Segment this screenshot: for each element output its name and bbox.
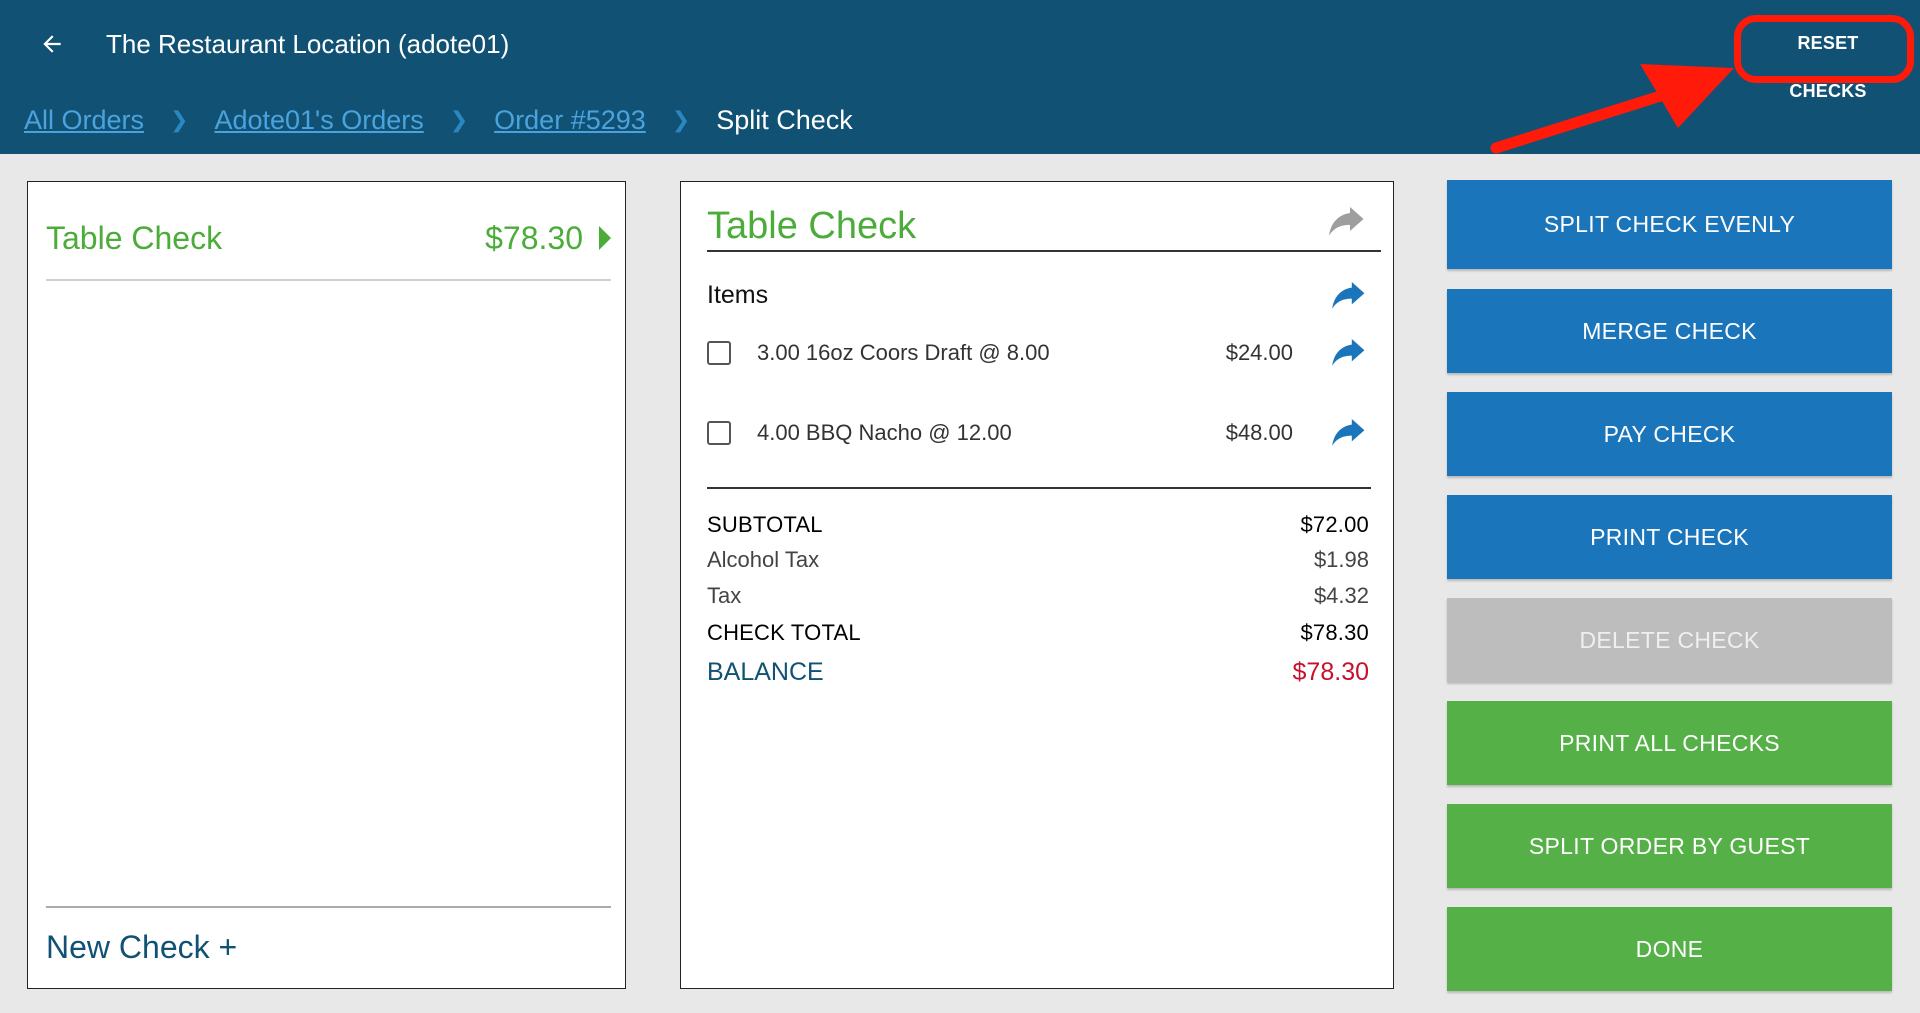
item-price: $48.00 <box>1225 420 1293 445</box>
check-total-value: $78.30 <box>1300 620 1369 645</box>
subtotal-value: $72.00 <box>1300 512 1369 537</box>
print-all-checks-button[interactable]: PRINT ALL CHECKS <box>1447 701 1892 785</box>
subtotal-row: SUBTOTAL $72.00 <box>707 509 1369 541</box>
share-arrow-icon <box>1329 207 1364 236</box>
divider <box>707 250 1381 252</box>
tax-row: Tax $4.32 <box>707 580 1369 612</box>
divider <box>707 487 1371 489</box>
caret-right-icon <box>599 226 611 250</box>
check-total-row: CHECK TOTAL $78.30 <box>707 617 1369 649</box>
share-arrow-icon <box>1332 419 1365 446</box>
split-order-by-guest-button[interactable]: SPLIT ORDER BY GUEST <box>1447 804 1892 888</box>
chevron-right-icon: ❯ <box>449 107 469 132</box>
divider <box>46 279 611 281</box>
tax-label: Tax <box>707 583 742 608</box>
move-item-button[interactable] <box>1327 331 1371 375</box>
subtotal-label: SUBTOTAL <box>707 512 823 537</box>
alcohol-tax-value: $1.98 <box>1313 547 1369 572</box>
check-list-item[interactable]: Table Check $78.30 <box>46 212 611 264</box>
breadcrumb-all-orders[interactable]: All Orders <box>24 104 145 135</box>
item-description: 3.00 16oz Coors Draft @ 8.00 <box>757 340 1050 365</box>
check-total-label: CHECK TOTAL <box>707 620 861 645</box>
done-button[interactable]: DONE <box>1447 907 1892 991</box>
breadcrumb-order[interactable]: Order #5293 <box>494 104 646 135</box>
top-app-bar: The Restaurant Location (adote01) RESET … <box>0 0 1920 154</box>
list-item: 4.00 BBQ Nacho @ 12.00 $48.00 <box>707 408 1371 458</box>
move-check-button[interactable] <box>1323 198 1371 246</box>
items-label: Items <box>707 281 769 309</box>
item-price: $24.00 <box>1225 340 1293 365</box>
delete-check-button[interactable]: DELETE CHECK <box>1447 598 1892 682</box>
alcohol-tax-label: Alcohol Tax <box>707 547 820 572</box>
alcohol-tax-row: Alcohol Tax $1.98 <box>707 544 1369 576</box>
tax-value: $4.32 <box>1313 583 1369 608</box>
balance-value: $78.30 <box>1292 657 1369 686</box>
reset-checks-button[interactable]: RESET CHECKS <box>1736 19 1920 101</box>
breadcrumb: All Orders ❯ Adote01's Orders ❯ Order #5… <box>24 100 853 140</box>
merge-check-button[interactable]: MERGE CHECK <box>1447 289 1892 373</box>
arrow-left-icon <box>43 35 61 53</box>
pay-check-button[interactable]: PAY CHECK <box>1447 392 1892 476</box>
new-check-button[interactable]: New Check + <box>46 929 238 965</box>
check-name: Table Check <box>46 219 223 256</box>
balance-label: BALANCE <box>707 657 824 686</box>
move-all-items-button[interactable] <box>1327 274 1371 318</box>
balance-row: BALANCE $78.30 <box>707 654 1369 690</box>
chevron-right-icon: ❯ <box>170 107 189 132</box>
breadcrumb-user-orders[interactable]: Adote01's Orders <box>214 104 424 135</box>
divider <box>46 906 611 908</box>
split-check-evenly-button[interactable]: SPLIT CHECK EVENLY <box>1447 180 1892 269</box>
back-button[interactable] <box>30 22 74 66</box>
item-checkbox[interactable] <box>707 341 731 365</box>
share-arrow-icon <box>1332 339 1365 366</box>
check-title: Table Check <box>707 205 917 247</box>
checks-list-panel: Table Check $78.30 New Check + <box>27 181 626 989</box>
check-detail-panel: Table Check Items 3.00 16oz Coors Draft … <box>680 181 1394 989</box>
move-item-button[interactable] <box>1327 411 1371 455</box>
chevron-right-icon: ❯ <box>671 107 691 132</box>
item-description: 4.00 BBQ Nacho @ 12.00 <box>757 420 1012 445</box>
print-check-button[interactable]: PRINT CHECK <box>1447 495 1892 579</box>
check-amount: $78.30 <box>485 219 583 256</box>
share-arrow-icon <box>1332 282 1365 309</box>
page-title: The Restaurant Location (adote01) <box>106 29 510 59</box>
list-item: 3.00 16oz Coors Draft @ 8.00 $24.00 <box>707 328 1371 378</box>
item-checkbox[interactable] <box>707 421 731 445</box>
breadcrumb-current: Split Check <box>716 104 853 135</box>
